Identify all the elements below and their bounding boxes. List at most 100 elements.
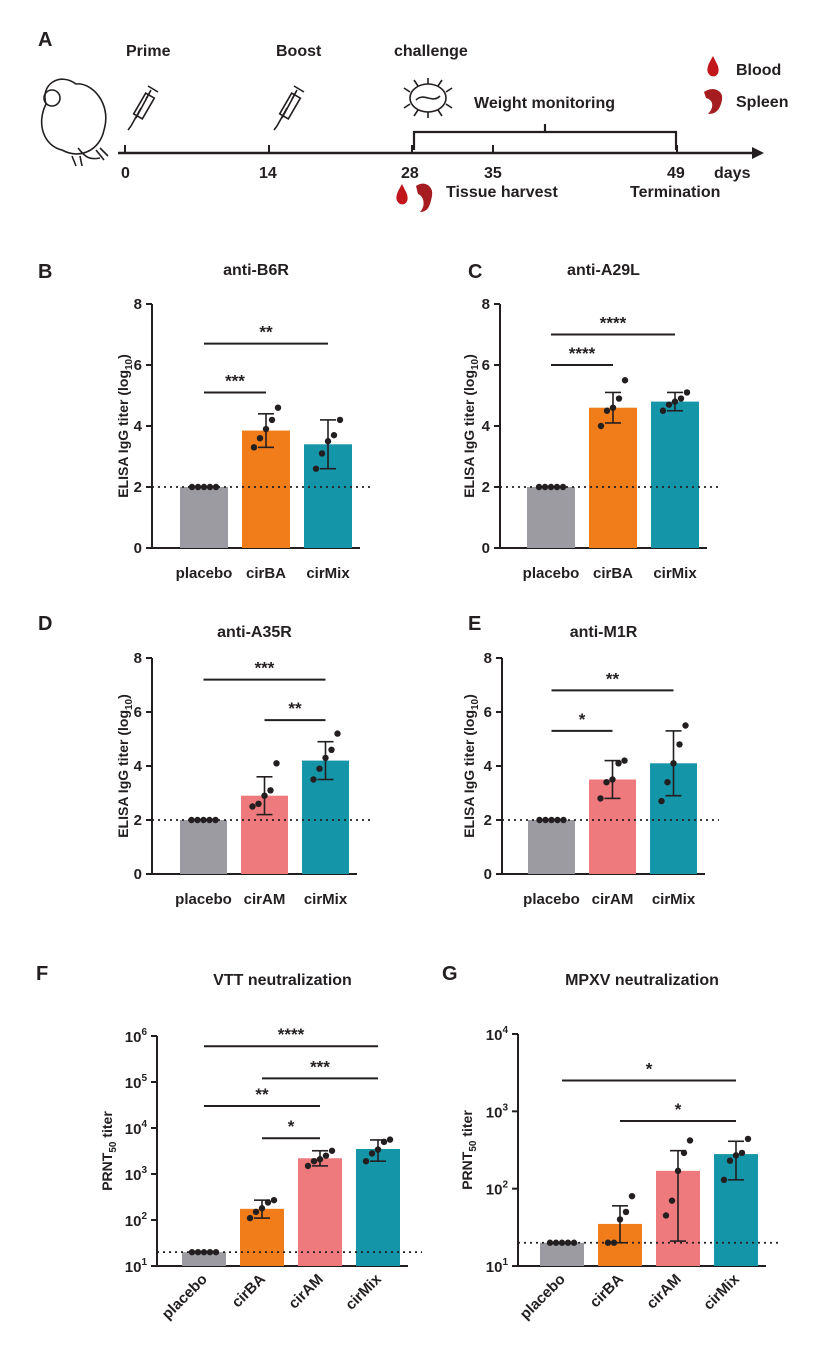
event-boost: Boost [276, 43, 322, 60]
category-label-placebo: placebo [159, 1271, 211, 1323]
data-point-cirMix [659, 407, 667, 414]
bar-placebo [180, 820, 227, 874]
category-label-cirBA: cirBA [246, 565, 286, 582]
weight-monitoring-label: Weight monitoring [474, 95, 615, 112]
significance-label: *** [225, 371, 245, 390]
data-point-cirAM [680, 1149, 688, 1157]
data-point-cirMix [380, 1138, 388, 1146]
y-tick-label: 101 [486, 1257, 509, 1276]
data-point-cirBA [628, 1192, 636, 1200]
significance-label: **** [569, 344, 596, 363]
data-point-cirBA [622, 1208, 630, 1216]
data-point-cirMix [676, 741, 683, 748]
bar-cirAM [298, 1158, 342, 1266]
category-label-cirBA: cirBA [593, 565, 633, 582]
panel-label-e: E [468, 613, 481, 635]
bar-cirBA [589, 407, 637, 548]
category-label-cirAM: cirAM [285, 1271, 326, 1312]
bar-placebo [180, 487, 228, 548]
y-tick-label: 106 [125, 1027, 148, 1046]
data-point-cirMix [726, 1157, 734, 1164]
y-tick-label: 8 [134, 296, 142, 313]
data-point-cirMix [310, 776, 317, 783]
event-prime: Prime [126, 43, 171, 60]
data-point-placebo [553, 483, 561, 491]
tissue-harvest-label: Tissue harvest [446, 184, 558, 201]
data-point-cirAM [255, 800, 262, 807]
y-tick-label: 105 [125, 1073, 148, 1092]
data-point-placebo [541, 483, 549, 491]
y-axis-label: ELISA IgG titer (log10) [115, 694, 135, 838]
data-point-cirMix [316, 765, 323, 772]
bar-cirMix [651, 401, 699, 548]
data-point-cirMix [318, 450, 326, 457]
category-label-cirMix: cirMix [342, 1270, 385, 1313]
data-point-cirAM [609, 776, 616, 783]
significance-label: *** [310, 1057, 330, 1076]
syringe-icon-prime [127, 85, 159, 131]
data-point-cirMix [665, 401, 673, 408]
data-point-cirMix [368, 1150, 376, 1157]
y-tick-label: 0 [134, 540, 142, 557]
data-point-cirMix [732, 1152, 740, 1159]
timeline-arrowhead [752, 147, 764, 159]
data-point-cirMix [671, 398, 679, 405]
y-tick-label: 2 [482, 479, 490, 496]
data-point-placebo [212, 1248, 220, 1256]
spleen-icon-harvest [416, 183, 433, 212]
y-tick-label: 4 [482, 418, 491, 435]
significance-label: ** [259, 323, 273, 342]
y-axis-label: ELISA IgG titer (log10) [461, 354, 481, 498]
data-point-cirMix [328, 746, 335, 753]
data-point-placebo [188, 1248, 196, 1256]
data-point-cirBA [270, 1196, 278, 1204]
significance-label: ** [255, 1085, 269, 1104]
significance-label: * [675, 1100, 682, 1119]
category-label-cirAM: cirAM [643, 1271, 684, 1312]
data-point-placebo [200, 816, 207, 824]
category-label-cirMix: cirMix [304, 891, 348, 908]
category-label-cirMix: cirMix [652, 891, 696, 908]
data-point-cirAM [662, 1212, 670, 1219]
data-point-cirMix [312, 465, 320, 472]
panel-label-d: D [38, 613, 52, 635]
data-point-cirBA [256, 435, 264, 442]
y-tick-label: 102 [486, 1180, 509, 1199]
data-point-cirMix [658, 797, 665, 805]
category-label-cirAM: cirAM [592, 891, 634, 908]
data-point-cirAM [322, 1152, 330, 1159]
data-point-placebo [559, 483, 567, 491]
panel-label-b: B [38, 261, 52, 283]
data-point-cirAM [597, 795, 604, 802]
data-point-placebo [188, 483, 196, 491]
data-point-placebo [206, 816, 213, 824]
data-point-cirMix [670, 760, 677, 767]
syringe-icon-boost [273, 85, 305, 131]
chart-title: MPXV neutralization [565, 972, 719, 989]
data-point-cirMix [322, 754, 329, 762]
bar-cirBA [242, 430, 290, 548]
data-point-cirBA [264, 1199, 272, 1206]
y-tick-label: 4 [134, 758, 143, 775]
y-tick-label: 103 [486, 1102, 509, 1121]
chart-panel-g: G MPXV neutralization PRNT50 titer 101 102 10… [442, 963, 780, 1323]
y-tick-label: 104 [486, 1025, 509, 1044]
data-point-cirAM [304, 1162, 312, 1170]
timeline-unit: days [714, 165, 751, 182]
legend-blood: Blood [736, 62, 781, 79]
y-tick-label: 4 [484, 758, 493, 775]
data-point-placebo [547, 483, 555, 491]
blood-drop-icon [707, 56, 719, 77]
chart-title: VTT neutralization [213, 972, 352, 989]
data-point-cirBA [616, 1216, 624, 1223]
data-point-cirMix [720, 1176, 728, 1184]
data-point-cirMix [336, 416, 344, 424]
y-tick-label: 6 [134, 357, 142, 374]
data-point-placebo [188, 816, 195, 824]
bar-placebo [527, 487, 575, 548]
data-point-cirMix [374, 1146, 382, 1153]
spleen-icon [704, 89, 723, 114]
data-point-placebo [535, 483, 543, 491]
